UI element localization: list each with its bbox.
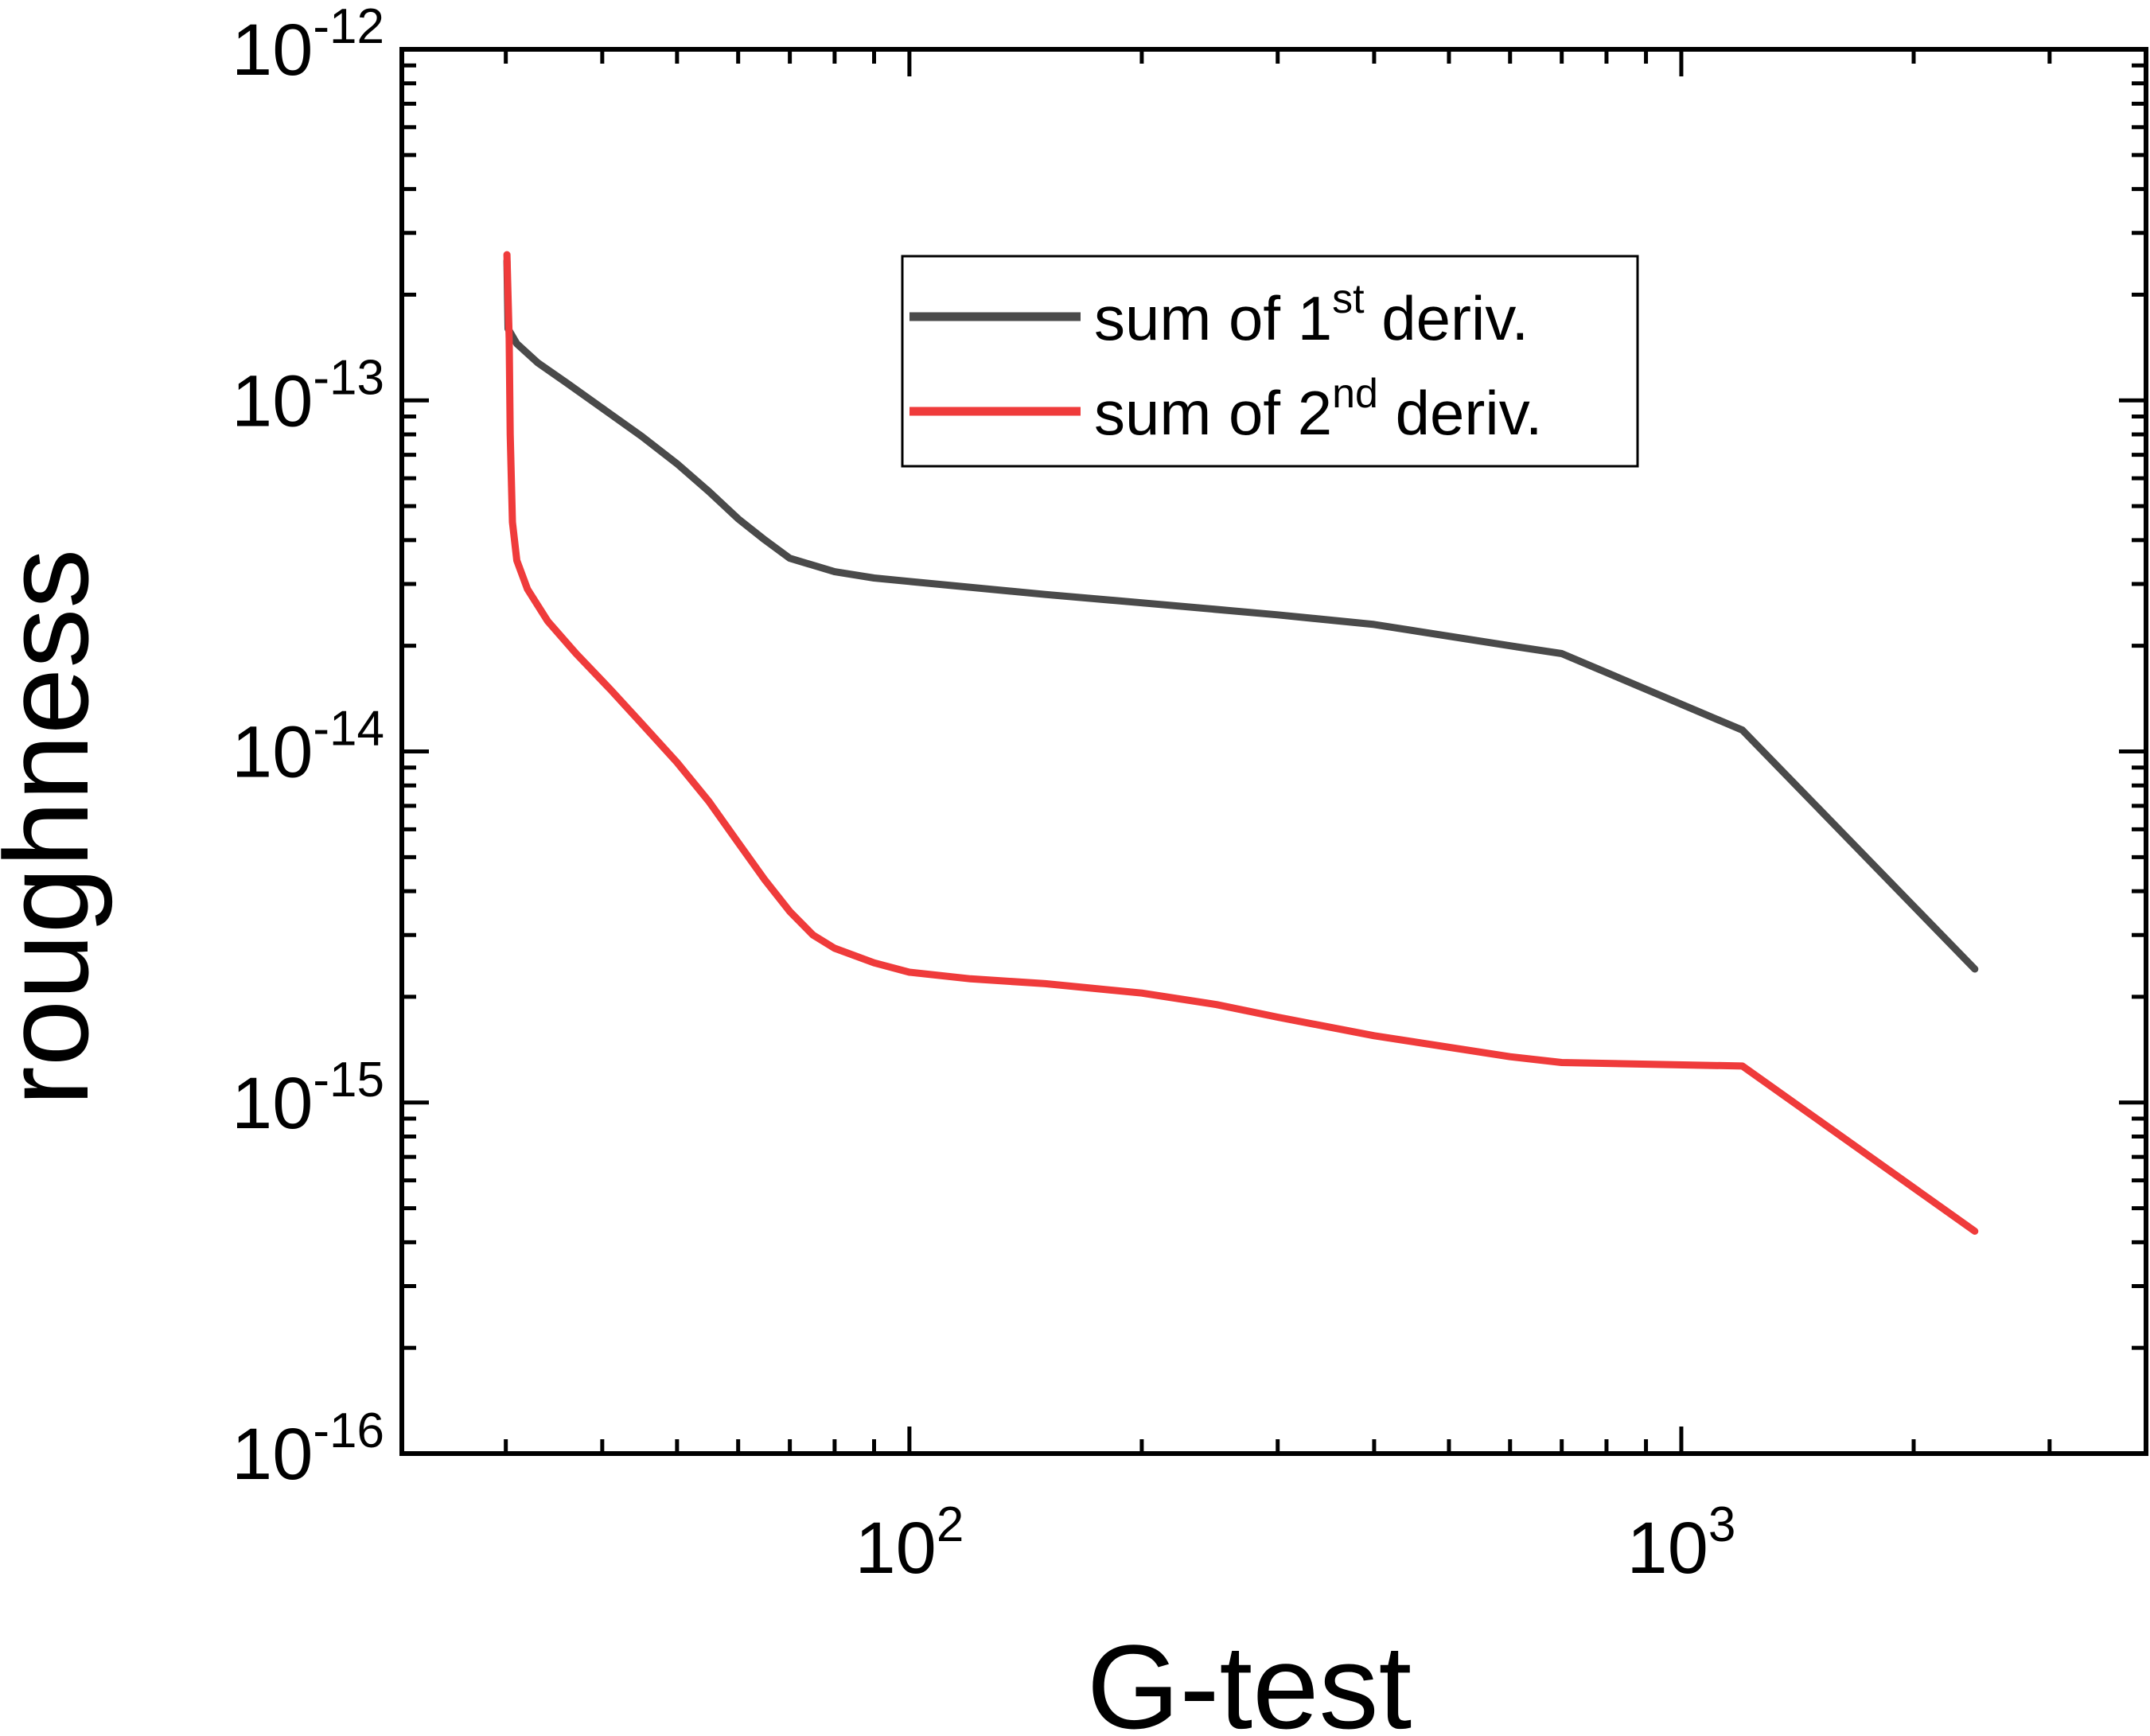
- legend-label-series-1: sum of 1st deriv.: [1094, 276, 1529, 353]
- x-tick-label: 103: [1627, 1497, 1736, 1589]
- series-line-1: [503, 257, 1979, 973]
- y-axis-title: roughness: [0, 549, 113, 1107]
- x-axis-title: G-test: [1087, 1620, 1412, 1736]
- x-tick-label-base: 10: [855, 1508, 936, 1589]
- legend-label-series-2: sum of 2nd deriv.: [1094, 371, 1543, 448]
- y-tick-label: 10-15: [232, 1053, 384, 1144]
- y-tick-label-exponent: -16: [313, 1403, 384, 1458]
- y-tick-label: 10-16: [232, 1403, 384, 1495]
- x-tick-label-exponent: 2: [937, 1497, 964, 1552]
- y-tick-label: 10-12: [232, 0, 384, 91]
- x-axis-tick-labels: 102 103: [855, 1497, 1735, 1589]
- series-line-2: [503, 251, 1979, 1235]
- y-tick-label: 10-13: [232, 350, 384, 442]
- y-tick-label: 10-14: [232, 702, 384, 793]
- y-tick-label-base: 10: [232, 360, 313, 442]
- y-tick-label-exponent: -14: [313, 702, 384, 757]
- x-tick-label-base: 10: [1627, 1508, 1708, 1589]
- legend-box: [901, 255, 1639, 468]
- plot-area: [503, 251, 1979, 1235]
- y-tick-label-base: 10: [232, 1063, 313, 1144]
- y-tick-label-base: 10: [232, 1414, 313, 1495]
- y-tick-label-exponent: -15: [313, 1053, 384, 1107]
- legend: sum of 1st deriv. sum of 2nd deriv.: [901, 255, 1639, 468]
- y-tick-label-base: 10: [232, 10, 313, 91]
- y-tick-label-exponent: -13: [313, 350, 384, 405]
- y-tick-label-exponent: -12: [313, 0, 384, 54]
- x-tick-label: 102: [855, 1497, 964, 1589]
- y-tick-label-base: 10: [232, 712, 313, 793]
- x-tick-label-exponent: 3: [1708, 1497, 1735, 1552]
- plot-frame: [399, 47, 2148, 1456]
